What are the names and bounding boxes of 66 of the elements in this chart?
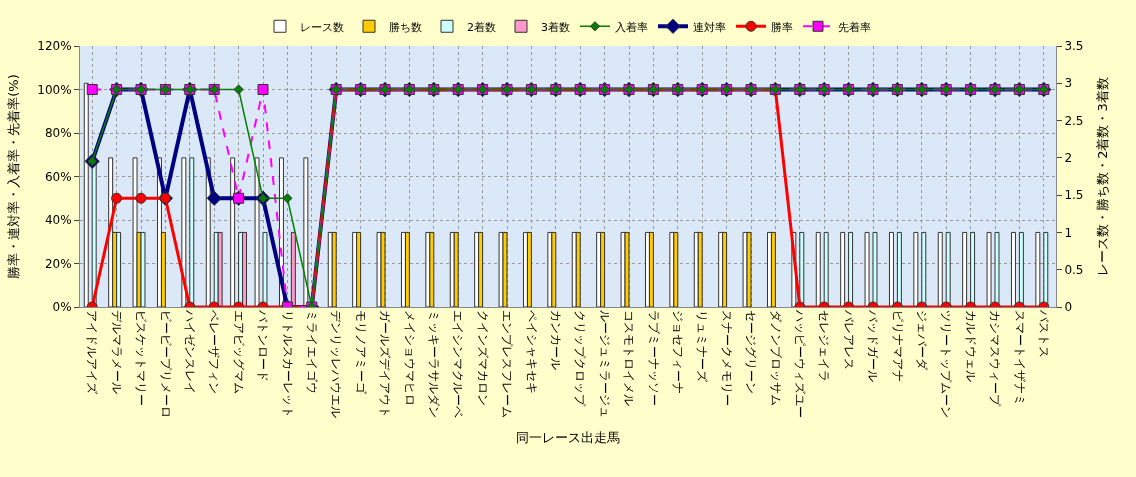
x-tick-label: デンリッレハウエル [329, 310, 344, 419]
x-tick-label: リトルスカーレット [280, 310, 295, 419]
y2-tick-label: 2.5 [1064, 113, 1084, 128]
legend-label: 2着数 [467, 20, 496, 34]
x-tick-label: ジョセフィーナ [670, 310, 685, 395]
y2-axis-title: レース数・勝ち数・2着数・3着数 [1095, 77, 1111, 276]
legend-label: 入着率 [615, 20, 648, 34]
y2-tick-label: 1.5 [1064, 188, 1084, 203]
x-tick-label: ハイゼンスレイ [182, 309, 197, 395]
x-tick-label: エアビッグマム [231, 310, 246, 395]
legend-label: レース数 [300, 20, 344, 34]
y2-tick-label: 3.5 [1064, 39, 1084, 54]
x-tick-label: カンカール [548, 310, 563, 371]
x-tick-label: ペイシャキセキ [524, 310, 539, 395]
legend-label: 勝率 [771, 20, 793, 34]
y2-tick-label: 1 [1064, 225, 1073, 240]
x-tick-label: バッドガール [866, 309, 881, 383]
legend-label: 先着率 [838, 20, 871, 34]
x-tick-label: ビービープリメーロ [158, 310, 173, 419]
y-tick-label: 60% [44, 169, 72, 184]
x-tick-label: ジェバーダ [914, 310, 929, 372]
y2-tick-label: 2 [1064, 151, 1073, 166]
y-tick-label: 120% [37, 39, 72, 54]
x-tick-label: クインズマカロン [475, 310, 490, 407]
x-tick-label: ツリートップムーン [939, 310, 954, 419]
x-tick-label: エンプレスフレーム [500, 310, 515, 419]
x-tick-label: バストス [1036, 309, 1051, 359]
x-tick-label: ガールズデイアウト [378, 310, 393, 419]
legend-label: 3着数 [541, 20, 570, 34]
x-tick-label: カルドウェル [963, 310, 978, 383]
x-tick-label: ラブミーナッソー [646, 310, 661, 407]
x-tick-label: ルージュミラージュ [597, 310, 612, 419]
x-tick-label: ビスケットマリー [134, 310, 149, 407]
x-tick-label: リュミナーズ [695, 310, 710, 384]
x-tick-label: ハッピーウィズユー [792, 309, 807, 419]
x-tick-label: コスモトロイメル [622, 310, 637, 407]
x-tick-label: カシマスウィープ [988, 310, 1003, 408]
x-tick-label: アイドルアイズ [85, 310, 100, 396]
x-tick-label: ダノンブロッサム [768, 310, 783, 407]
x-tick-label: エイシンマクルーベ [451, 310, 466, 419]
x-tick-label: バトンロード [256, 309, 271, 383]
legend-label: 勝ち数 [389, 20, 422, 34]
y-tick-label: 100% [37, 82, 72, 97]
x-tick-label: バレアレス [841, 309, 856, 371]
x-tick-label: セージグリーン [744, 310, 759, 395]
y-tick-label: 0% [52, 300, 72, 315]
x-tick-label: メイショウマヒロ [402, 310, 417, 407]
x-tick-label: クリップクロップ [573, 310, 588, 408]
y-tick-label: 20% [44, 256, 72, 271]
x-tick-label: ベレーザフィン [207, 310, 222, 395]
x-tick-label: デルマラメール [109, 310, 124, 395]
x-tick-label: ミライエイゴウ [304, 310, 319, 395]
x-tick-label: スマートイザナミ [1012, 310, 1027, 407]
y2-tick-label: 0.5 [1064, 262, 1084, 277]
y-tick-label: 80% [44, 126, 72, 141]
x-tick-label: モリノアミーゴ [353, 310, 368, 396]
legend-label: 連対率 [693, 20, 726, 34]
x-tick-label: スナークメモリー [719, 310, 734, 407]
y2-tick-label: 0 [1064, 300, 1073, 315]
x-tick-label: ミッキーラサルダン [426, 310, 441, 419]
y2-tick-label: 3 [1064, 76, 1073, 91]
y-axis-title: 勝率・連対率・入着率・先着率(%) [6, 74, 22, 279]
x-tick-label: セレジェイラ [817, 310, 832, 383]
x-axis-title: 同一レース出走馬 [516, 430, 620, 445]
x-tick-label: ピリナマアナ [890, 310, 905, 383]
y-tick-label: 40% [44, 213, 72, 228]
